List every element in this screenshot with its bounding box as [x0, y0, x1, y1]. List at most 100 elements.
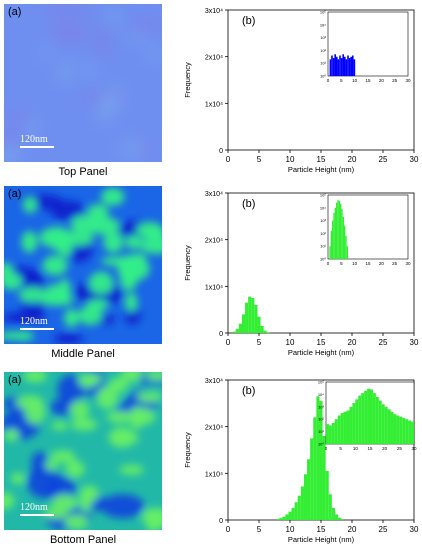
histogram-bar — [282, 516, 286, 520]
scale-bar-top — [20, 146, 54, 148]
inset-bar — [347, 55, 349, 76]
histogram-bar — [322, 436, 326, 520]
histogram-bar — [338, 517, 342, 520]
y-tick-label: 0 — [219, 331, 223, 338]
inset-bar — [402, 417, 406, 444]
inset-x-tick-label: 20 — [379, 78, 385, 83]
inset-bar — [329, 59, 332, 76]
histogram-bar — [288, 511, 292, 520]
caption-bottom: Bottom Panel — [49, 534, 117, 546]
histogram-bar — [319, 401, 323, 520]
histogram-bar — [279, 518, 283, 520]
surface-grain — [136, 391, 162, 403]
scale-bar-middle — [20, 328, 54, 330]
surface-grain — [87, 216, 120, 235]
caption-middle: Middle Panel — [51, 348, 115, 360]
inset-y-tick-label: 10¹ — [320, 61, 326, 66]
inset-bar — [355, 399, 359, 444]
x-tick-label: 25 — [379, 338, 388, 347]
x-tick-label: 10 — [286, 155, 295, 164]
surface-valley — [92, 24, 113, 57]
inset-bar — [332, 220, 334, 259]
inset-bar — [381, 404, 385, 444]
inset-x-tick-label: 5 — [339, 446, 342, 451]
x-tick-label: 30 — [410, 338, 419, 347]
inset-bar — [367, 388, 370, 444]
histogram-bar — [310, 438, 314, 520]
surface-grain — [10, 472, 26, 484]
surface-grain — [145, 45, 162, 61]
chart-tag: (b) — [242, 385, 255, 397]
surface-grain — [88, 271, 114, 295]
surface-grain — [64, 514, 89, 530]
surface-grain — [79, 488, 92, 513]
surface-grain — [18, 287, 47, 303]
histogram-svg-bottom: 0 5 10 15 20 25 30 0 1x10⁴ 2x10⁴ 3x10⁴ Particle Hei… — [183, 378, 419, 544]
surface-grain — [131, 407, 156, 425]
inset-bar — [378, 400, 382, 444]
inset-bar — [342, 216, 344, 259]
inset-x-tick-label: 15 — [365, 78, 371, 83]
surface-grain — [124, 292, 138, 312]
x-axis-label: Particle Height (nm) — [288, 348, 355, 357]
surface-grain — [4, 146, 19, 162]
inset-bar — [337, 59, 340, 76]
inset-y-tick-label: 10⁵ — [318, 380, 324, 385]
histogram-bar — [235, 328, 239, 333]
inset-bar — [331, 55, 333, 76]
surface-grain — [118, 137, 145, 161]
histogram-bar — [263, 330, 267, 333]
y-tick-label: 0 — [219, 518, 223, 525]
y-tick-label: 3x10⁴ — [205, 8, 223, 15]
surface-grain — [86, 299, 109, 311]
surface-grain — [44, 460, 58, 471]
surface-texture — [4, 4, 162, 162]
inset-y-tick-label: 10² — [318, 417, 324, 422]
inset-bar — [344, 56, 346, 76]
x-axis-label: Particle Height (nm) — [288, 165, 355, 174]
surface-grain — [119, 464, 144, 475]
inset-bar — [337, 415, 341, 444]
scale-label-middle: 120nm — [20, 316, 48, 327]
inset-bar — [358, 395, 362, 444]
inset-x-tick-label: 0 — [327, 261, 330, 266]
x-tick-label: 5 — [257, 525, 262, 534]
inset-x-tick-label: 30 — [405, 78, 411, 83]
inset-x-tick-label: 15 — [365, 261, 371, 266]
scale-label-top: 120nm — [20, 134, 48, 145]
surface-valley — [50, 200, 86, 221]
x-tick-label: 30 — [410, 155, 419, 164]
inset-bar — [411, 421, 414, 444]
histogram-bar — [266, 332, 270, 333]
inset-bar — [326, 424, 329, 444]
surface-grain — [69, 400, 90, 419]
surface-grain — [23, 196, 37, 214]
inset-bar — [361, 393, 365, 444]
afm-surface-top — [4, 4, 162, 162]
y-tick-label: 1x10⁴ — [205, 284, 223, 291]
inset-bar — [343, 411, 347, 444]
x-tick-label: 20 — [348, 338, 357, 347]
histogram-bar — [297, 495, 301, 520]
histogram-svg-middle: 0 5 10 15 20 25 30 0 1x10⁴ 2x10⁴ 3x10⁴ Particle Hei… — [183, 191, 419, 357]
surface-grain — [64, 308, 79, 328]
inset-bar — [344, 225, 346, 259]
inset-y-tick-label: 10¹ — [318, 429, 324, 434]
surface-grain — [4, 492, 15, 510]
histogram-bar — [316, 396, 320, 520]
inset-bar — [405, 419, 409, 444]
inset-bar — [328, 425, 332, 444]
surface-grain — [111, 433, 140, 444]
surface-grain — [145, 372, 162, 381]
surface-grain — [42, 255, 68, 276]
histogram-bar — [341, 519, 345, 520]
inset-bar — [345, 235, 347, 259]
surface-grain — [59, 278, 71, 300]
surface-valley — [41, 4, 94, 20]
surface-grain — [123, 32, 152, 43]
inset-bar — [333, 212, 335, 259]
inset-bar — [353, 59, 356, 76]
inset-x-tick-label: 5 — [340, 78, 343, 83]
scale-label-bottom: 120nm — [20, 502, 48, 513]
surface-grain — [49, 450, 76, 463]
